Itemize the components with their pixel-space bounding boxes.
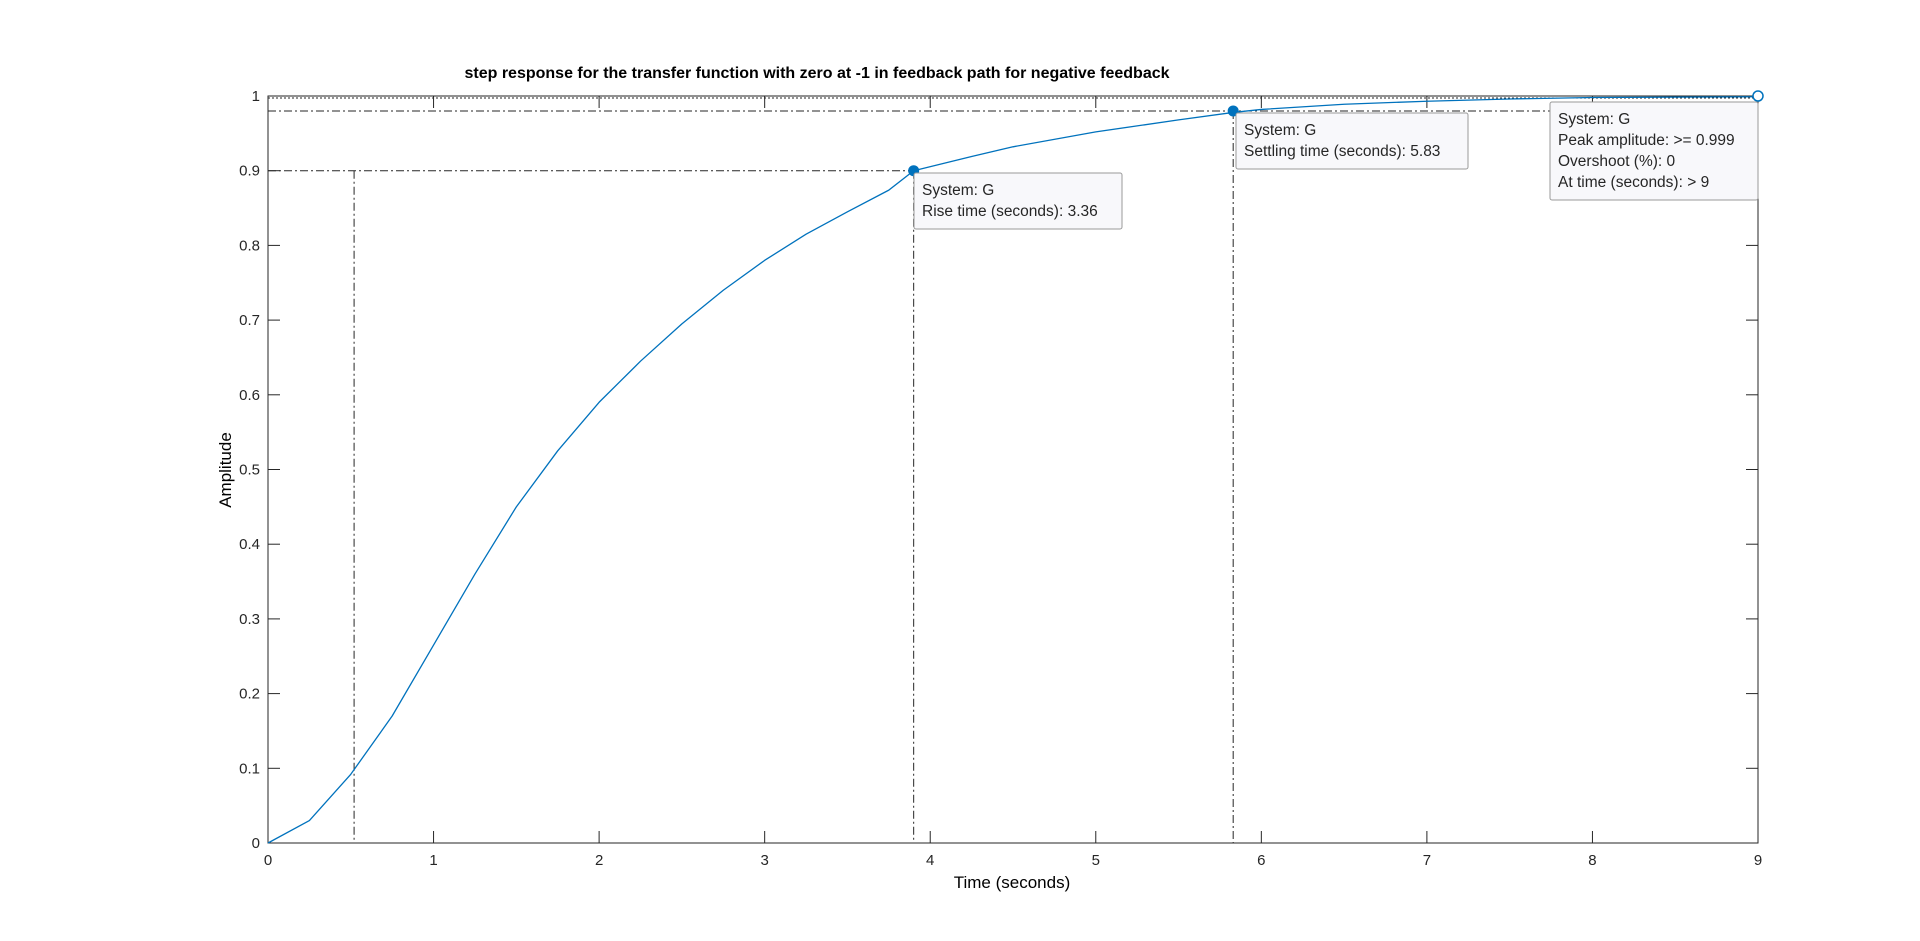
y-tick-label: 0.4 — [239, 536, 260, 553]
chart-title: step response for the transfer function … — [464, 65, 1169, 82]
x-tick-label: 5 — [1092, 852, 1100, 869]
y-tick-label: 0.2 — [239, 686, 260, 703]
peak-datatip-text: System: G — [1558, 111, 1630, 128]
peak-datatip-text: Overshoot (%): 0 — [1558, 153, 1676, 170]
settling-time-datatip-box — [1235, 112, 1469, 170]
x-tick-label: 2 — [595, 852, 603, 869]
y-tick-label: 0.9 — [239, 163, 260, 180]
rise-time-datatip: System: G Rise time (seconds): 3.36 — [913, 172, 1123, 230]
x-tick-label: 7 — [1423, 852, 1431, 869]
x-tick-label: 6 — [1257, 852, 1265, 869]
peak-datatip-text: At time (seconds): > 9 — [1558, 174, 1709, 191]
rise-time-datatip-text: System: G — [922, 182, 994, 199]
y-tick-label: 0.6 — [239, 387, 260, 404]
settling-time-datatip-text: Settling time (seconds): 5.83 — [1244, 143, 1440, 160]
x-tick-label: 9 — [1754, 852, 1762, 869]
y-tick-label: 0.7 — [239, 312, 260, 329]
characteristic-guides — [268, 97, 1758, 843]
markers-layer — [908, 90, 1764, 177]
y-tick-label: 0.3 — [239, 611, 260, 628]
step-response-line — [267, 96, 1759, 844]
x-tick-label: 8 — [1588, 852, 1596, 869]
y-tick-label: 1 — [252, 88, 260, 105]
settling-time-marker — [1227, 105, 1239, 117]
y-tick-label: 0 — [252, 835, 260, 852]
x-tick-label: 0 — [264, 852, 272, 869]
x-tick-label: 1 — [429, 852, 437, 869]
settling-time-datatip-text: System: G — [1244, 122, 1316, 139]
y-axis-label: Amplitude — [216, 432, 235, 508]
x-tick-label: 4 — [926, 852, 934, 869]
y-tick-label: 0.1 — [239, 760, 260, 777]
rise-time-datatip-text: Rise time (seconds): 3.36 — [922, 203, 1098, 220]
peak-datatip-box — [1549, 101, 1759, 201]
settling-time-datatip: System: G Settling time (seconds): 5.83 — [1235, 112, 1469, 170]
y-tick-label: 0.5 — [239, 462, 260, 479]
peak-datatip-text: Peak amplitude: >= 0.999 — [1558, 132, 1735, 149]
curve-layer — [267, 96, 1759, 844]
peak-datatip: System: G Peak amplitude: >= 0.999 Oversho… — [1549, 101, 1759, 201]
peak-marker — [1752, 90, 1764, 102]
x-tick-label: 3 — [760, 852, 768, 869]
rise-time-datatip-box — [913, 172, 1123, 230]
x-axis-label: Time (seconds) — [954, 873, 1071, 892]
y-tick-label: 0.8 — [239, 237, 260, 254]
